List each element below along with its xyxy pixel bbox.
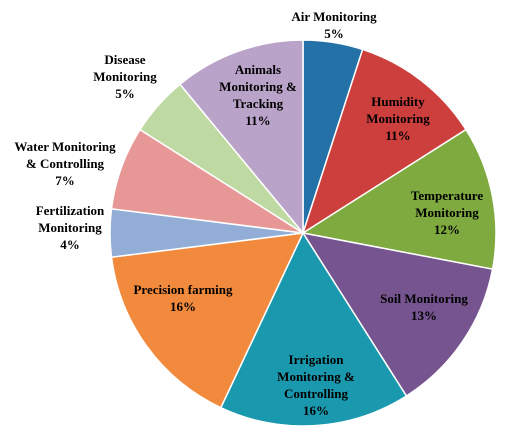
slice-name-line: Monitoring & (219, 79, 297, 94)
pie-slices (109, 39, 497, 427)
slice-name-line: Temperature (411, 188, 483, 203)
pie-slice-temperature-monitoring (300, 128, 497, 271)
slice-name-line: Disease (104, 52, 145, 67)
slice-name-line: Monitoring (93, 69, 157, 84)
slice-value-label: 13% (411, 308, 437, 323)
slice-value-label: 16% (303, 403, 329, 418)
slice-label: Water Monitoring & Controlling 7% (14, 139, 116, 188)
slice-label: Temperature Monitoring 12% (411, 188, 483, 237)
slice-name-line: Irrigation (289, 352, 345, 367)
slice-value-label: 5% (115, 86, 135, 101)
slice-label: Air Monitoring 5% (291, 9, 377, 41)
slice-name-line: Monitoring (415, 205, 479, 220)
pie-slice-irrigation-monitoring-controlling (219, 231, 408, 427)
slice-name-line: & Controlling (26, 156, 105, 171)
pie-slice-soil-monitoring (301, 231, 494, 397)
slice-name-line: Soil Monitoring (380, 291, 468, 306)
slice-name-line: Monitoring (38, 220, 102, 235)
pie-slice-animals-monitoring-tracking (178, 39, 304, 236)
slice-name-line: Fertilization (36, 203, 105, 218)
slice-value-label: 16% (170, 299, 196, 314)
slice-name-line: Air Monitoring (291, 9, 377, 24)
slice-value-label: 11% (245, 113, 270, 128)
pie-slice-precision-farming (110, 232, 305, 409)
slice-label: Animals Monitoring & Tracking 11% (219, 62, 297, 128)
slice-value-label: 4% (60, 237, 80, 252)
slice-value-label: 5% (324, 26, 344, 41)
slice-name-line: Monitoring & (277, 369, 355, 384)
slice-label: Soil Monitoring 13% (380, 291, 468, 323)
slice-name-line: Precision farming (133, 282, 233, 297)
slice-name-line: Controlling (284, 386, 349, 401)
slice-name-line: Humidity (371, 94, 425, 109)
slice-value-label: 12% (434, 222, 460, 237)
slice-name-line: Monitoring (366, 111, 430, 126)
slice-name-line: Tracking (233, 96, 284, 111)
pie-labels: Air Monitoring 5% Humidity Monitoring 11% Tem… (14, 9, 483, 418)
slice-label: Humidity Monitoring 11% (366, 94, 430, 143)
slice-label: Precision farming 16% (133, 282, 233, 314)
slice-label: Irrigation Monitoring & Controlling 16% (277, 352, 355, 418)
slice-name-line: Animals (235, 62, 281, 77)
slice-label: Fertilization Monitoring 4% (36, 203, 105, 252)
pie-slice-humidity-monitoring (301, 48, 467, 235)
slice-value-label: 7% (55, 173, 75, 188)
slice-value-label: 11% (385, 128, 410, 143)
slice-name-line: Water Monitoring (14, 139, 116, 154)
slice-label: Disease Monitoring 5% (93, 52, 157, 101)
